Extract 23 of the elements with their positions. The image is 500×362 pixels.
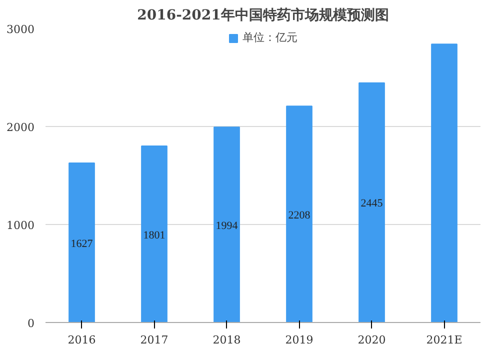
- x-tick-label: 2017: [140, 334, 168, 346]
- data-label: 2445: [360, 198, 384, 210]
- x-tick-label: 2018: [212, 334, 241, 346]
- x-tick-label: 2021E: [426, 334, 462, 346]
- x-tick-label: 2016: [68, 334, 96, 346]
- chart-title: 2016-2021年中国特药市场规模预测图: [137, 6, 389, 24]
- bar: [286, 106, 312, 322]
- data-label: 2208: [288, 209, 311, 222]
- x-tick-label: 2020: [358, 334, 386, 346]
- y-tick-label: 0: [28, 317, 34, 330]
- y-tick-label: 2000: [6, 121, 35, 134]
- bar: [431, 44, 458, 322]
- bar: [68, 162, 95, 322]
- bar: [358, 82, 385, 322]
- bar: [214, 126, 240, 322]
- y-tick-label: 1000: [6, 219, 35, 232]
- y-tick-label: 3000: [6, 23, 35, 36]
- data-label: 1801: [143, 229, 166, 242]
- x-tick-label: 2019: [285, 334, 314, 346]
- bar: [141, 146, 168, 322]
- data-label: 1994: [216, 220, 238, 232]
- legend-label: 单位：亿元: [242, 30, 298, 45]
- data-label: 1627: [70, 238, 94, 250]
